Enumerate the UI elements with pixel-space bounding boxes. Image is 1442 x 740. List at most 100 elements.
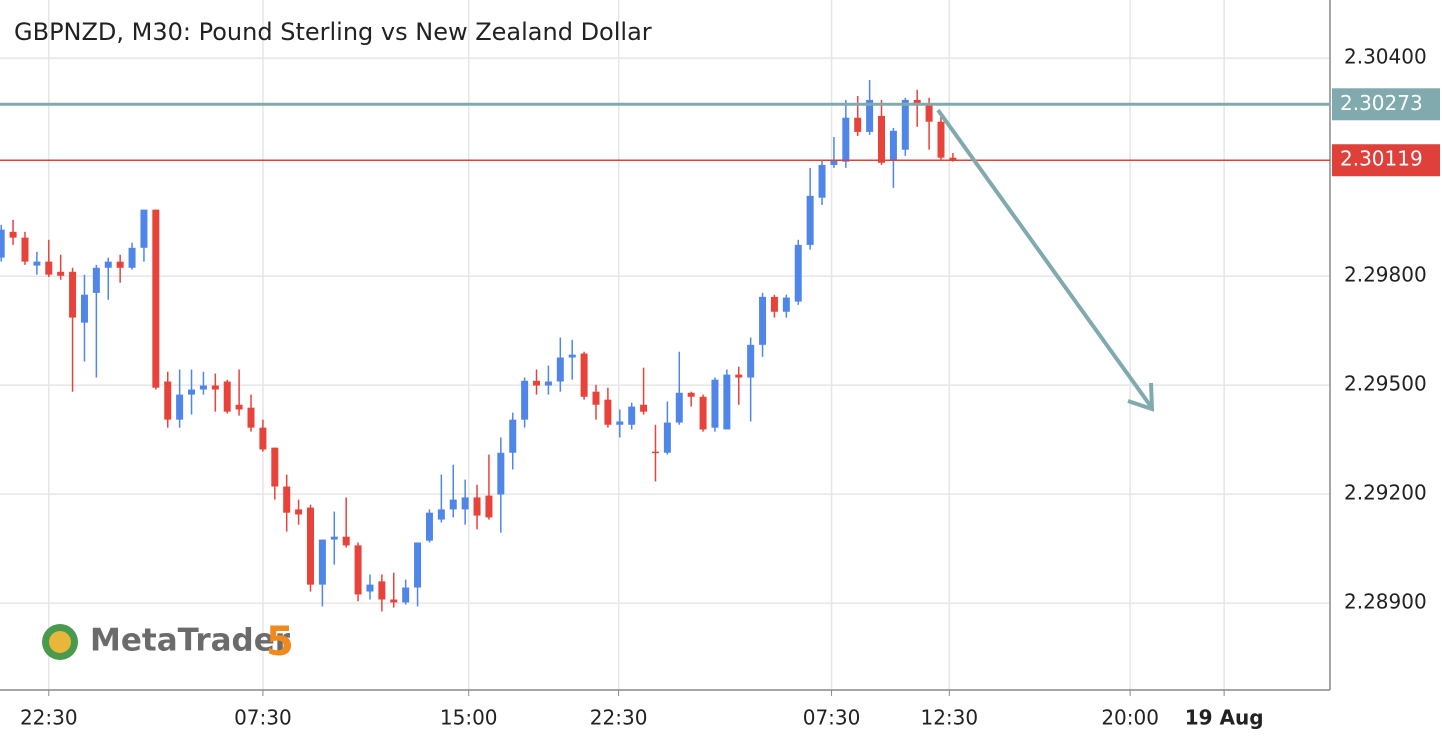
candle-body xyxy=(854,117,862,132)
arrow-shaft xyxy=(936,108,1154,410)
candle-body xyxy=(711,379,719,428)
candle-body xyxy=(544,381,552,386)
candle-body xyxy=(271,447,279,487)
candle-body xyxy=(223,381,231,412)
candle-body xyxy=(425,512,433,541)
candle-body xyxy=(295,509,303,515)
level-label-box xyxy=(1332,144,1440,177)
candle-body xyxy=(283,486,291,513)
candle-body xyxy=(937,121,945,158)
candle-body xyxy=(485,495,493,518)
candle-body xyxy=(747,344,755,378)
candle-body xyxy=(330,536,338,540)
candle-body xyxy=(247,407,255,428)
candle-body xyxy=(473,497,481,516)
candle-body xyxy=(211,385,219,390)
candle-body xyxy=(21,237,29,262)
candle-body xyxy=(925,105,933,122)
candle-body xyxy=(651,451,659,454)
candle-body xyxy=(188,389,196,395)
chart-title: GBPNZD, M30: Pound Sterling vs New Zeala… xyxy=(14,18,652,46)
candle-body xyxy=(699,396,707,430)
candle-body xyxy=(806,195,814,245)
candle-body xyxy=(830,159,838,165)
candle-body xyxy=(342,536,350,546)
logo-core xyxy=(49,631,71,653)
x-tick-label: 15:00 xyxy=(440,706,498,730)
candle-body xyxy=(616,421,624,425)
candle-body xyxy=(437,509,445,520)
candle-body xyxy=(80,294,88,323)
candle-body xyxy=(568,354,576,358)
candle-body xyxy=(889,130,897,160)
level-label-box xyxy=(1332,88,1440,121)
candle-body xyxy=(140,209,148,248)
candle-body xyxy=(913,99,921,106)
candle-body xyxy=(497,452,505,495)
candle-body xyxy=(45,261,53,275)
candle-body xyxy=(770,296,778,312)
candle-body xyxy=(735,374,743,378)
candle-body xyxy=(9,231,17,238)
x-tick-label: 22:30 xyxy=(590,706,648,730)
candle-body xyxy=(354,545,362,595)
candle-body xyxy=(521,380,529,420)
candle-body xyxy=(104,261,112,268)
logo: MetaTrader 5 xyxy=(42,619,294,665)
candle-body xyxy=(604,399,612,425)
candle-body xyxy=(69,271,77,318)
candle-body xyxy=(687,392,695,397)
candle-body xyxy=(556,357,564,382)
candle-body xyxy=(509,419,517,453)
candle-body xyxy=(0,229,5,258)
candle-body xyxy=(675,392,683,423)
candle-body xyxy=(414,542,422,588)
level-label: 2.30119 xyxy=(1340,147,1423,171)
candle-body xyxy=(878,115,886,163)
candle-body xyxy=(57,271,65,276)
x-tick-label: 12:30 xyxy=(920,706,978,730)
candle-body xyxy=(794,244,802,302)
y-tick-label: 2.29800 xyxy=(1344,263,1427,287)
candle-body xyxy=(92,267,100,293)
x-tick-label: 07:30 xyxy=(803,706,861,730)
candle-body xyxy=(640,404,648,412)
arrow xyxy=(936,108,1155,412)
y-tick-label: 2.30400 xyxy=(1344,45,1427,69)
candle-body xyxy=(842,117,850,162)
candle-body xyxy=(128,247,136,268)
logo-version: 5 xyxy=(266,619,294,665)
candle-body xyxy=(663,422,671,453)
candle-body xyxy=(723,374,731,430)
candle-body xyxy=(199,385,207,390)
candle-body xyxy=(782,297,790,312)
x-tick-label: 19 Aug xyxy=(1185,706,1264,730)
logo-text: MetaTrader xyxy=(90,623,291,659)
candle-body xyxy=(235,404,243,410)
x-tick-label: 07:30 xyxy=(234,706,292,730)
candle-body xyxy=(259,427,267,450)
y-tick-label: 2.29200 xyxy=(1344,481,1427,505)
candle-body xyxy=(366,584,374,592)
candle-body xyxy=(318,539,326,585)
candle-body xyxy=(402,587,410,603)
arrow-head xyxy=(1127,382,1155,412)
candle-body xyxy=(116,261,124,268)
candle-body xyxy=(164,381,172,420)
level-label: 2.30273 xyxy=(1340,91,1423,115)
candle-body xyxy=(592,391,600,405)
candle-body xyxy=(152,209,160,388)
x-tick-label: 22:30 xyxy=(20,706,78,730)
candle-body xyxy=(33,261,41,266)
x-tick-label: 20:00 xyxy=(1101,706,1159,730)
candle-body xyxy=(628,406,636,425)
candle-body xyxy=(580,353,588,397)
y-tick-label: 2.28900 xyxy=(1344,590,1427,614)
candle-body xyxy=(818,164,826,198)
y-tick-label: 2.29500 xyxy=(1344,372,1427,396)
candle-body xyxy=(866,99,874,132)
candle-body xyxy=(759,296,767,345)
candle-body xyxy=(949,157,957,160)
candle-body xyxy=(390,599,398,603)
